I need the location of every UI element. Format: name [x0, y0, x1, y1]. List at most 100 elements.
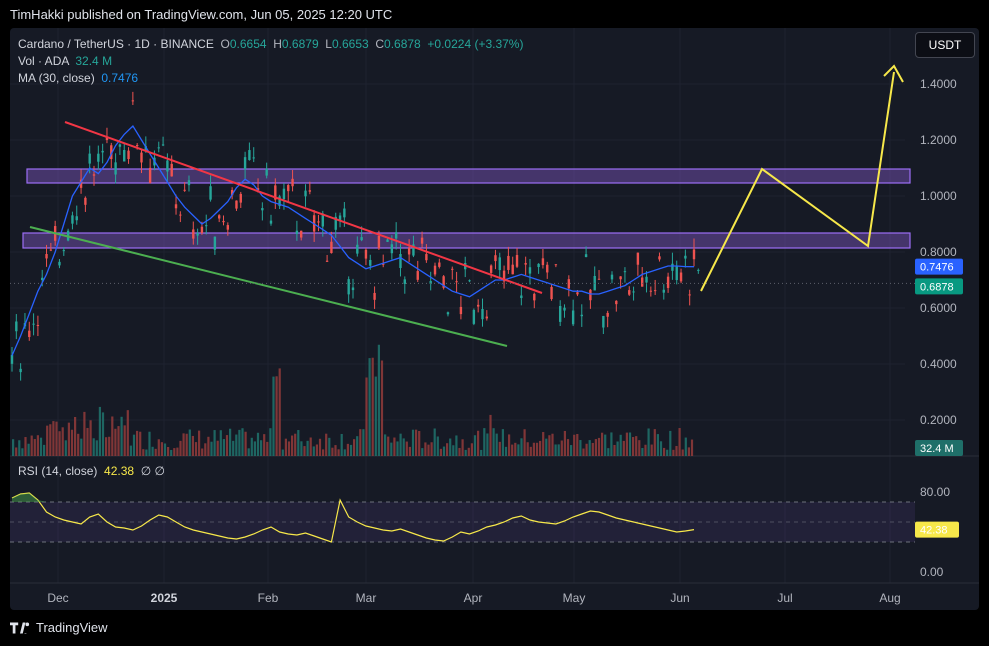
candle-body [628, 290, 631, 295]
volume-bar [216, 440, 219, 456]
volume-bar [498, 441, 501, 456]
volume-bar [117, 426, 120, 456]
volume-bar [411, 429, 415, 456]
volume-bar [18, 440, 21, 456]
volume-bar [260, 440, 263, 456]
rsi-extra: ∅ ∅ [140, 464, 165, 478]
volume-bar [601, 432, 604, 456]
volume-bar [139, 431, 142, 456]
volume-bar [334, 445, 337, 456]
candle-body [45, 253, 48, 259]
volume-bar [250, 437, 253, 456]
low-value: 0.6653 [331, 37, 369, 51]
time-tick-label: Apr [464, 591, 483, 605]
volume-bar [380, 360, 384, 456]
volume-bar [492, 428, 495, 456]
volume-bar [663, 447, 666, 456]
candle-body [334, 216, 337, 230]
candle-body [373, 292, 376, 300]
last-price-tag-bg [915, 278, 963, 295]
volume-bar [201, 448, 204, 456]
volume-bar [436, 436, 439, 456]
volume-bar [539, 440, 542, 456]
candle-body [679, 272, 683, 282]
volume-bar [585, 443, 588, 456]
candle-body [183, 189, 186, 191]
candle-body [317, 221, 320, 223]
candle-body [369, 259, 372, 266]
close-label: C [375, 37, 385, 51]
descending-support-line [29, 226, 508, 347]
volume-bar [560, 440, 563, 456]
resistance-zone-lower [22, 232, 911, 249]
candle-body [291, 178, 294, 187]
candle-body [576, 292, 579, 295]
candle-body [489, 265, 493, 273]
candle-body [282, 188, 286, 200]
rsi-value: 42.38 [104, 464, 135, 478]
chart-legend: Cardano / TetherUS · 1D · BINANCE O0.665… [18, 36, 523, 87]
volume-bar [641, 448, 644, 456]
volume-tag: 32.4 M [915, 440, 963, 456]
rsi-tick-label: 0.00 [920, 565, 944, 579]
ma-price-tag-text[interactable]: 0.7476 [920, 262, 954, 274]
candle-body [377, 235, 381, 249]
volume-bar [405, 441, 408, 456]
volume-bar [415, 429, 418, 456]
candle-body [15, 321, 18, 332]
volume-bar [272, 376, 275, 456]
last-price-tag-text[interactable]: 0.6878 [920, 281, 954, 293]
time-tick-label: Feb [258, 591, 279, 605]
volume-tag-text[interactable]: 32.4 M [920, 443, 954, 455]
candle-body [243, 157, 247, 170]
volume-bar [362, 429, 365, 456]
volume-bar [669, 430, 672, 456]
volume-bar [520, 438, 523, 456]
chart-canvas[interactable]: 1.4000 1.2000 1.0000 0.8000 0.6000 0.4000 0.20… [10, 28, 979, 610]
volume-bar [557, 444, 560, 456]
candle-body [524, 263, 527, 265]
candle-body [412, 244, 415, 256]
candle-body [239, 193, 242, 203]
rsi-label[interactable]: RSI (14, close) [18, 464, 98, 478]
candle-body [274, 185, 277, 200]
volume-label[interactable]: Vol · ADA [18, 54, 69, 68]
candle-body [671, 263, 674, 271]
ma-label[interactable]: MA (30, close) [18, 71, 95, 85]
volume-bar [151, 446, 154, 456]
volume-bar [89, 420, 92, 456]
volume-bar [278, 368, 281, 456]
volume-bar [306, 440, 309, 456]
volume-bar [681, 449, 684, 456]
volume-bar [219, 430, 222, 456]
volume-bar [690, 439, 694, 456]
candle-body [248, 150, 251, 161]
ma-price-tag: 0.7476 [915, 258, 963, 275]
volume-bar [15, 447, 18, 456]
volume-bar [548, 435, 551, 456]
volume-bar [225, 435, 229, 456]
volume-bar [473, 435, 477, 456]
candle-body [131, 100, 135, 102]
candle-body [692, 249, 696, 260]
volume-bar [98, 406, 101, 456]
price-tick-label: 0.6000 [920, 301, 957, 315]
volume-bar [188, 429, 191, 456]
volume-bar [628, 432, 632, 456]
tradingview-logo-icon[interactable] [10, 622, 30, 634]
volume-bar [204, 443, 207, 456]
volume-bar [433, 428, 436, 456]
symbol-label[interactable]: Cardano / TetherUS · 1D · BINANCE [18, 37, 214, 51]
candle-body [606, 312, 609, 317]
rsi-tick-label: 80.00 [920, 485, 950, 499]
candle-body [494, 255, 497, 262]
footer-brand[interactable]: TradingView [36, 620, 108, 635]
volume-value: 32.4 M [75, 54, 113, 68]
volume-bar [421, 448, 424, 456]
currency-button[interactable]: USDT [915, 32, 975, 58]
candle-body [217, 215, 221, 219]
chart-frame[interactable]: 1.4000 1.2000 1.0000 0.8000 0.6000 0.4000 0.20… [10, 28, 979, 610]
volume-bar [210, 441, 213, 456]
volume-bar [315, 444, 318, 456]
volume-bar [322, 449, 325, 456]
